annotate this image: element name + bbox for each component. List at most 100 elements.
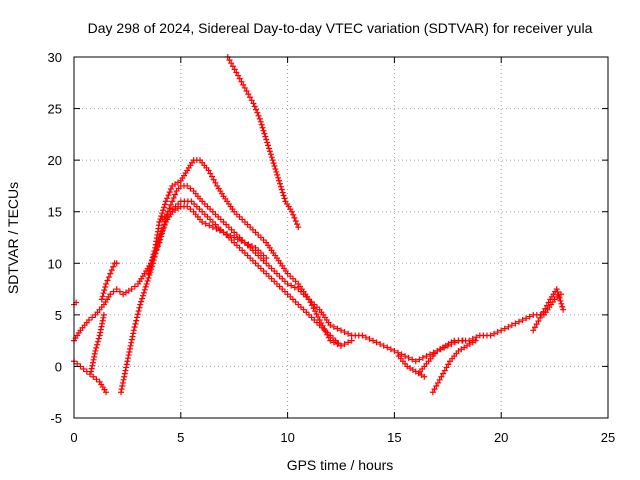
data-point: [327, 322, 334, 329]
data-point-trail: [159, 228, 166, 235]
data-point-trail: [431, 386, 438, 393]
data-point: [348, 337, 355, 344]
data-point-trail: [441, 367, 448, 374]
data-point: [156, 234, 163, 241]
data-point: [113, 260, 120, 267]
data-point: [560, 306, 567, 313]
data-point-trail: [108, 267, 115, 274]
data-point: [276, 177, 283, 184]
data-point-trail: [135, 307, 142, 314]
data-point-trail: [102, 284, 109, 291]
data-point-trail: [158, 213, 165, 220]
data-point-trail: [161, 204, 168, 211]
data-point-trail: [531, 324, 538, 331]
data-point: [107, 291, 114, 298]
data-point-trail: [231, 66, 238, 73]
data-point: [472, 337, 479, 344]
data-point: [241, 84, 248, 91]
grid-lines: [74, 57, 608, 418]
data-point-trail: [229, 63, 236, 70]
data-point-trail: [345, 330, 352, 337]
data-point-trail: [272, 165, 279, 172]
data-point-trail: [212, 179, 219, 186]
data-point: [438, 373, 445, 380]
data-point-trail: [159, 210, 166, 217]
series-track-a: [71, 182, 565, 365]
data-point-trail: [557, 297, 564, 304]
data-point: [370, 337, 377, 344]
data-point-trail: [258, 121, 265, 128]
data-point-trail: [91, 350, 98, 357]
data-point: [295, 224, 302, 231]
data-point-trail: [366, 335, 373, 342]
data-point: [519, 317, 526, 324]
data-point-trail: [210, 176, 217, 183]
data-point-trail: [540, 308, 547, 315]
data-point: [184, 203, 191, 210]
data-point-trail: [134, 314, 141, 321]
data-point-trail: [259, 124, 266, 131]
data-point: [359, 332, 366, 339]
data-point-trail: [139, 295, 146, 302]
data-point-trail: [123, 364, 130, 371]
data-point-trail: [556, 294, 563, 301]
data-point: [508, 322, 515, 329]
data-point: [263, 255, 270, 262]
data-point-trail: [206, 222, 213, 229]
data-point-trail: [265, 145, 272, 152]
data-point-trail: [265, 142, 272, 149]
data-point-trail: [99, 317, 106, 324]
data-point-trail: [153, 247, 160, 254]
data-point-trail: [99, 320, 106, 327]
data-point-trail: [542, 305, 549, 312]
data-point-trail: [416, 356, 423, 363]
data-point: [412, 358, 419, 365]
data-point: [338, 327, 344, 334]
x-axis-label: GPS time / hours: [287, 457, 394, 473]
data-point-trail: [167, 201, 174, 208]
data-point-trail: [139, 292, 146, 299]
data-point-trail: [261, 130, 268, 137]
data-point-trail: [166, 189, 173, 196]
data-point-trail: [240, 81, 247, 88]
data-point-trail: [288, 282, 295, 289]
data-point-trail: [271, 163, 278, 170]
data-point-trail: [125, 352, 132, 359]
data-point-trail: [166, 205, 173, 212]
data-point: [233, 69, 240, 76]
y-tick-label: 0: [55, 359, 62, 374]
data-point-trail: [254, 109, 261, 116]
data-point: [85, 317, 92, 324]
data-point-trail: [523, 315, 530, 322]
data-point-trail: [118, 386, 125, 393]
data-point: [423, 353, 430, 360]
data-point-trail: [145, 275, 152, 282]
series-track-l: [530, 286, 567, 334]
data-point-trail: [537, 314, 544, 321]
data-point: [130, 327, 137, 334]
data-point: [284, 280, 291, 287]
data-point-trail: [473, 334, 480, 341]
data-point: [184, 182, 191, 189]
data-point-trail: [100, 290, 107, 297]
data-point-trail: [128, 339, 135, 346]
data-point: [459, 337, 466, 344]
data-point-trail: [98, 323, 105, 330]
data-point-trail: [491, 330, 498, 337]
data-point-trail: [89, 314, 96, 321]
y-tick-label: -5: [50, 411, 62, 426]
data-point-trail: [377, 341, 384, 348]
data-series: [71, 54, 567, 396]
data-point-trail: [543, 302, 550, 309]
data-point: [466, 337, 473, 344]
data-point: [103, 280, 110, 287]
series-track-g: [88, 311, 107, 375]
data-point-trail: [273, 168, 280, 175]
data-point-trail: [559, 303, 566, 310]
x-tick-label: 20: [494, 430, 508, 445]
data-point: [391, 347, 398, 354]
data-point-trail: [267, 151, 274, 158]
data-point: [380, 342, 387, 349]
data-point-trail: [545, 299, 552, 306]
data-point-trail: [334, 341, 341, 348]
